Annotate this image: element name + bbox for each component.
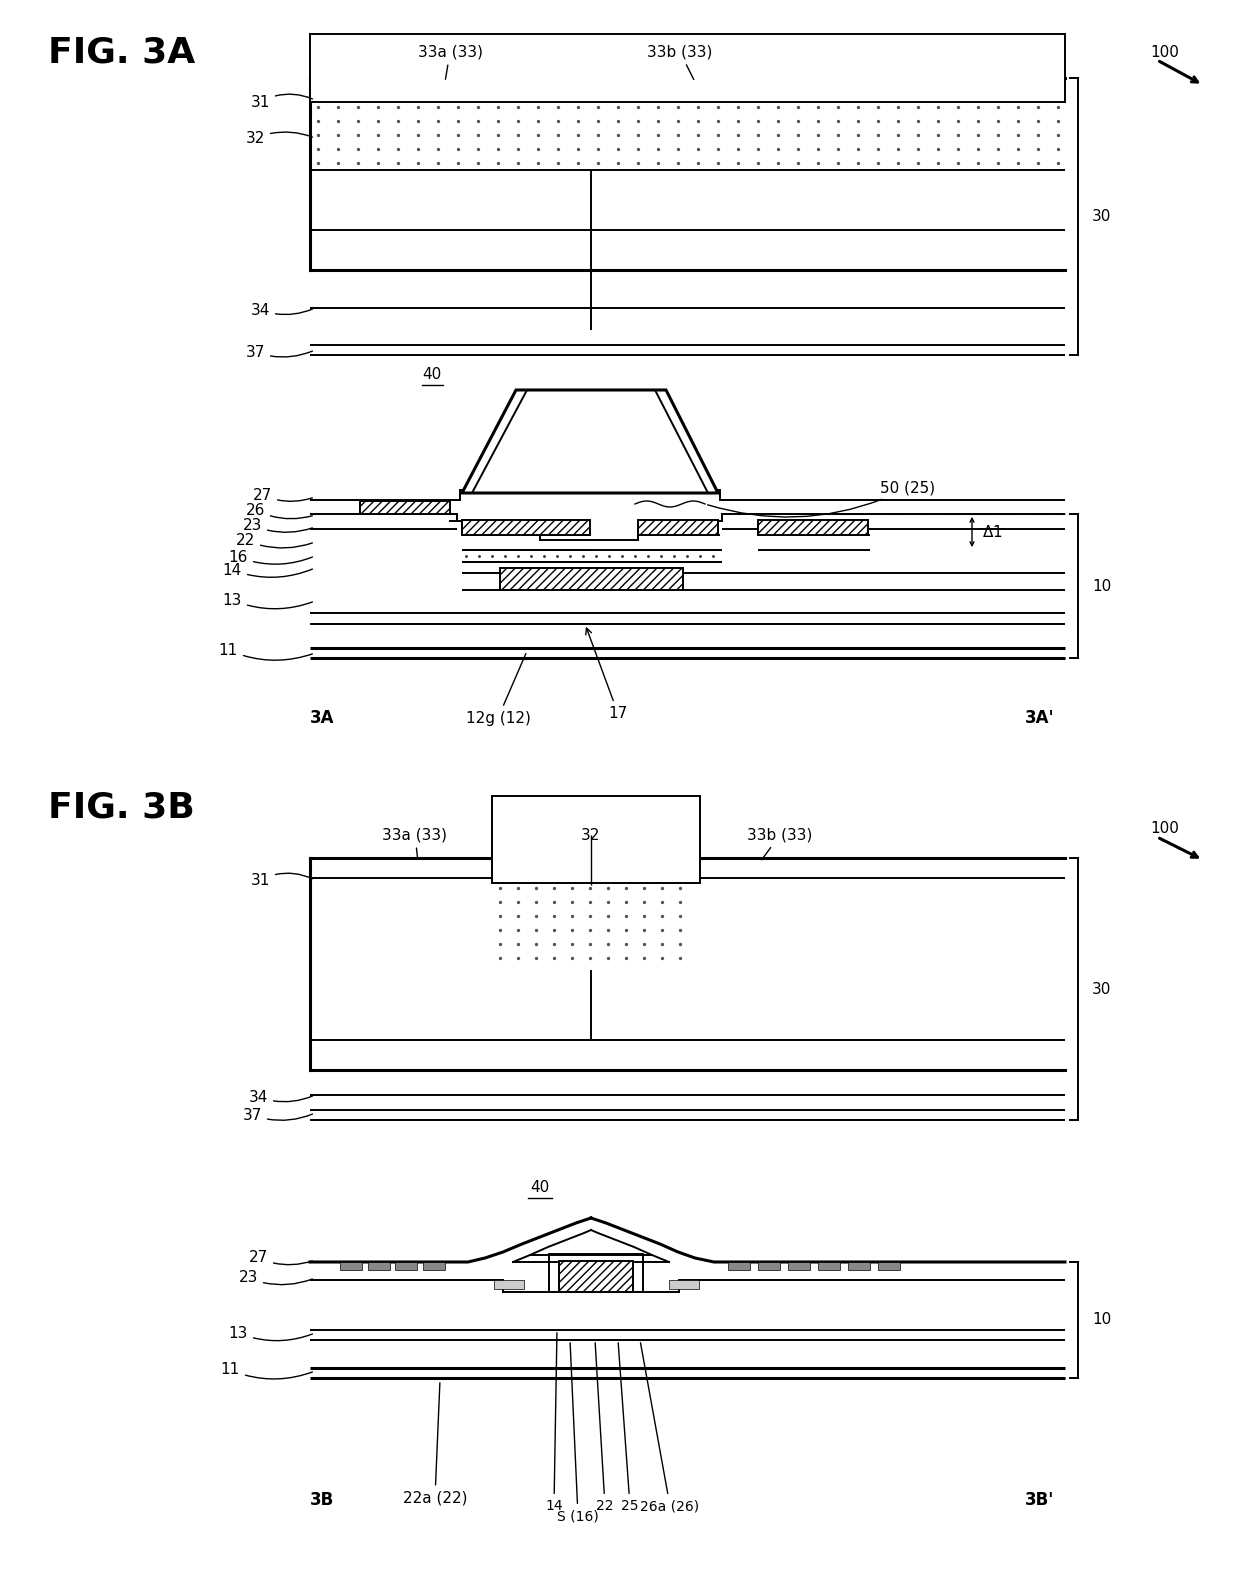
Bar — [559, 1262, 632, 1292]
Bar — [396, 1262, 417, 1270]
Text: 37: 37 — [243, 1108, 312, 1122]
Text: 27: 27 — [249, 1251, 312, 1265]
Text: 30: 30 — [1092, 981, 1111, 997]
Text: 31: 31 — [250, 872, 312, 888]
Bar — [360, 500, 450, 514]
Text: 3A': 3A' — [1025, 709, 1055, 727]
Text: 11: 11 — [218, 643, 312, 660]
Text: 25: 25 — [619, 1342, 639, 1513]
Bar — [670, 1281, 699, 1289]
Text: 33b (33): 33b (33) — [748, 828, 812, 860]
Text: 13: 13 — [223, 592, 312, 609]
Text: 27: 27 — [253, 488, 312, 502]
Text: 34: 34 — [250, 302, 312, 318]
Bar — [758, 519, 868, 535]
Bar — [787, 1262, 810, 1270]
Text: FIG. 3B: FIG. 3B — [48, 790, 195, 825]
Text: 22: 22 — [236, 532, 312, 548]
Text: 3B': 3B' — [1025, 1491, 1055, 1509]
Text: 22: 22 — [595, 1342, 614, 1513]
Text: $\Delta$1: $\Delta$1 — [982, 524, 1003, 540]
Text: 33a (33): 33a (33) — [382, 828, 448, 860]
Bar — [818, 1262, 839, 1270]
Text: 11: 11 — [221, 1363, 312, 1379]
Bar — [492, 796, 701, 883]
Bar — [728, 1262, 750, 1270]
Bar — [310, 33, 1065, 101]
Bar — [463, 519, 590, 535]
Bar — [639, 519, 718, 535]
Text: 40: 40 — [531, 1179, 549, 1195]
Bar — [423, 1262, 445, 1270]
Text: 23: 23 — [243, 518, 312, 532]
Text: 34: 34 — [249, 1089, 312, 1105]
Bar — [758, 1262, 780, 1270]
Text: 22a (22): 22a (22) — [403, 1384, 467, 1505]
Bar — [494, 1281, 525, 1289]
Text: 32: 32 — [582, 828, 600, 842]
Text: 14: 14 — [546, 1333, 563, 1513]
Bar — [878, 1262, 900, 1270]
Text: 100: 100 — [1151, 44, 1179, 60]
Text: 16: 16 — [228, 549, 312, 565]
Text: 33a (33): 33a (33) — [418, 44, 482, 79]
Text: 26a (26): 26a (26) — [640, 1342, 699, 1513]
Text: 23: 23 — [238, 1271, 312, 1285]
Bar — [500, 568, 683, 590]
Text: 40: 40 — [423, 367, 441, 382]
Text: 17: 17 — [585, 628, 627, 720]
Bar — [340, 1262, 362, 1270]
Text: 14: 14 — [223, 562, 312, 578]
Text: 10: 10 — [1092, 1312, 1111, 1328]
Text: 33b (33): 33b (33) — [647, 44, 713, 79]
Text: 3A: 3A — [310, 709, 335, 727]
Bar — [368, 1262, 391, 1270]
Text: FIG. 3A: FIG. 3A — [48, 35, 195, 70]
Text: 50 (25): 50 (25) — [708, 481, 935, 518]
Text: 10: 10 — [1092, 578, 1111, 594]
Text: 26: 26 — [246, 502, 312, 519]
Text: 13: 13 — [228, 1325, 312, 1341]
Text: 3B: 3B — [310, 1491, 334, 1509]
Text: 37: 37 — [246, 345, 312, 359]
Text: 30: 30 — [1092, 209, 1111, 225]
Text: 31: 31 — [250, 93, 312, 109]
Text: S (16): S (16) — [557, 1342, 599, 1523]
Text: 100: 100 — [1151, 820, 1179, 836]
Text: 32: 32 — [246, 130, 312, 146]
Text: 12g (12): 12g (12) — [465, 654, 531, 725]
Bar — [848, 1262, 870, 1270]
Bar — [549, 1254, 644, 1292]
